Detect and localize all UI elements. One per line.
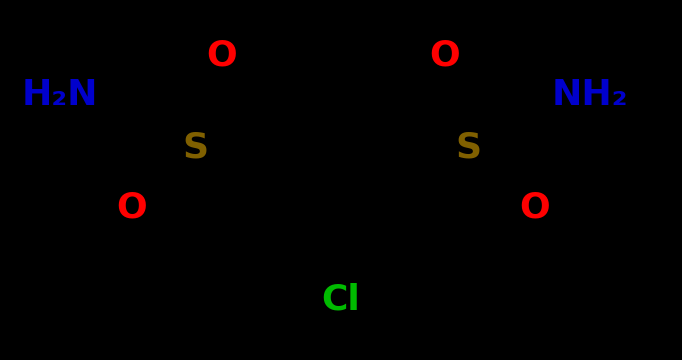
Text: NH₂: NH₂ bbox=[552, 78, 628, 112]
Text: O: O bbox=[520, 190, 550, 224]
Text: S: S bbox=[455, 131, 481, 165]
Text: O: O bbox=[117, 190, 147, 224]
Text: Cl: Cl bbox=[322, 283, 360, 317]
Text: O: O bbox=[430, 38, 460, 72]
Text: S: S bbox=[182, 131, 208, 165]
Text: O: O bbox=[207, 38, 237, 72]
Text: H₂N: H₂N bbox=[22, 78, 98, 112]
